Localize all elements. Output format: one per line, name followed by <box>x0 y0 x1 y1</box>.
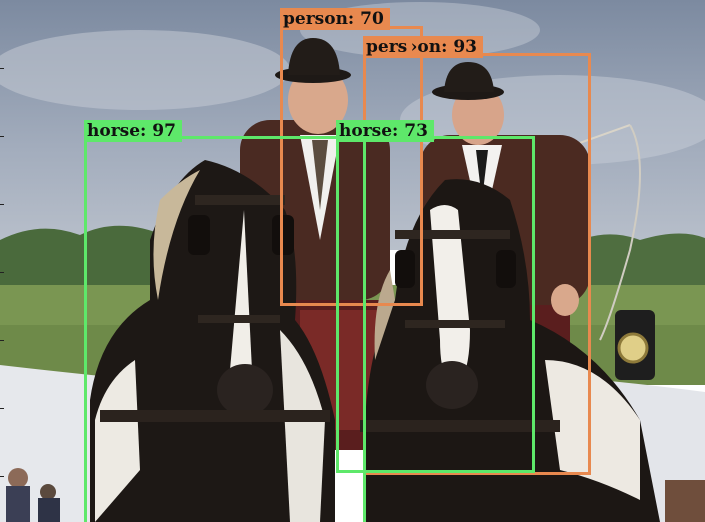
horse <box>230 210 252 395</box>
horse-detection-1-box <box>84 136 366 522</box>
horse <box>217 364 273 416</box>
horse <box>280 330 325 522</box>
horse <box>545 360 640 500</box>
bridle <box>405 320 505 328</box>
tree-line <box>560 233 705 300</box>
blinker <box>395 250 415 288</box>
spectator <box>38 498 60 522</box>
cloud <box>0 30 290 110</box>
bridle <box>195 195 285 205</box>
axis-tick <box>0 136 4 137</box>
hat <box>288 38 340 75</box>
spectator <box>6 486 30 522</box>
harness <box>360 420 560 432</box>
axis-tick <box>0 476 4 477</box>
spectator <box>40 484 56 500</box>
horse <box>95 360 140 522</box>
person <box>288 66 348 134</box>
hand <box>551 284 579 316</box>
hat <box>444 62 494 92</box>
axis-tick <box>0 68 4 69</box>
blinker <box>188 215 210 255</box>
horse <box>374 270 395 360</box>
axis-tick <box>0 340 4 341</box>
horse-detection-2-label: horse: 73 <box>336 120 434 142</box>
blinker <box>272 215 294 255</box>
person-detection-2-label: pers ›on: 93 <box>363 36 483 58</box>
bridle <box>198 315 280 323</box>
horse <box>153 170 200 300</box>
bridle <box>395 230 510 239</box>
horse <box>430 205 470 390</box>
axis-tick <box>0 272 4 273</box>
spectator <box>8 468 28 488</box>
person <box>312 140 328 210</box>
person <box>476 150 488 200</box>
person-detection-1-label: person: 70 <box>280 8 390 30</box>
spectator <box>665 480 705 522</box>
carriage-lamp <box>617 332 649 364</box>
horse-detection-1-label: horse: 97 <box>84 120 182 142</box>
axis-tick <box>0 204 4 205</box>
whip <box>599 124 641 341</box>
horse <box>426 361 478 409</box>
axis-tick <box>0 408 4 409</box>
person <box>452 85 504 145</box>
harness <box>100 410 330 422</box>
horse-detection-2-box <box>336 136 535 473</box>
blinker <box>496 250 516 288</box>
